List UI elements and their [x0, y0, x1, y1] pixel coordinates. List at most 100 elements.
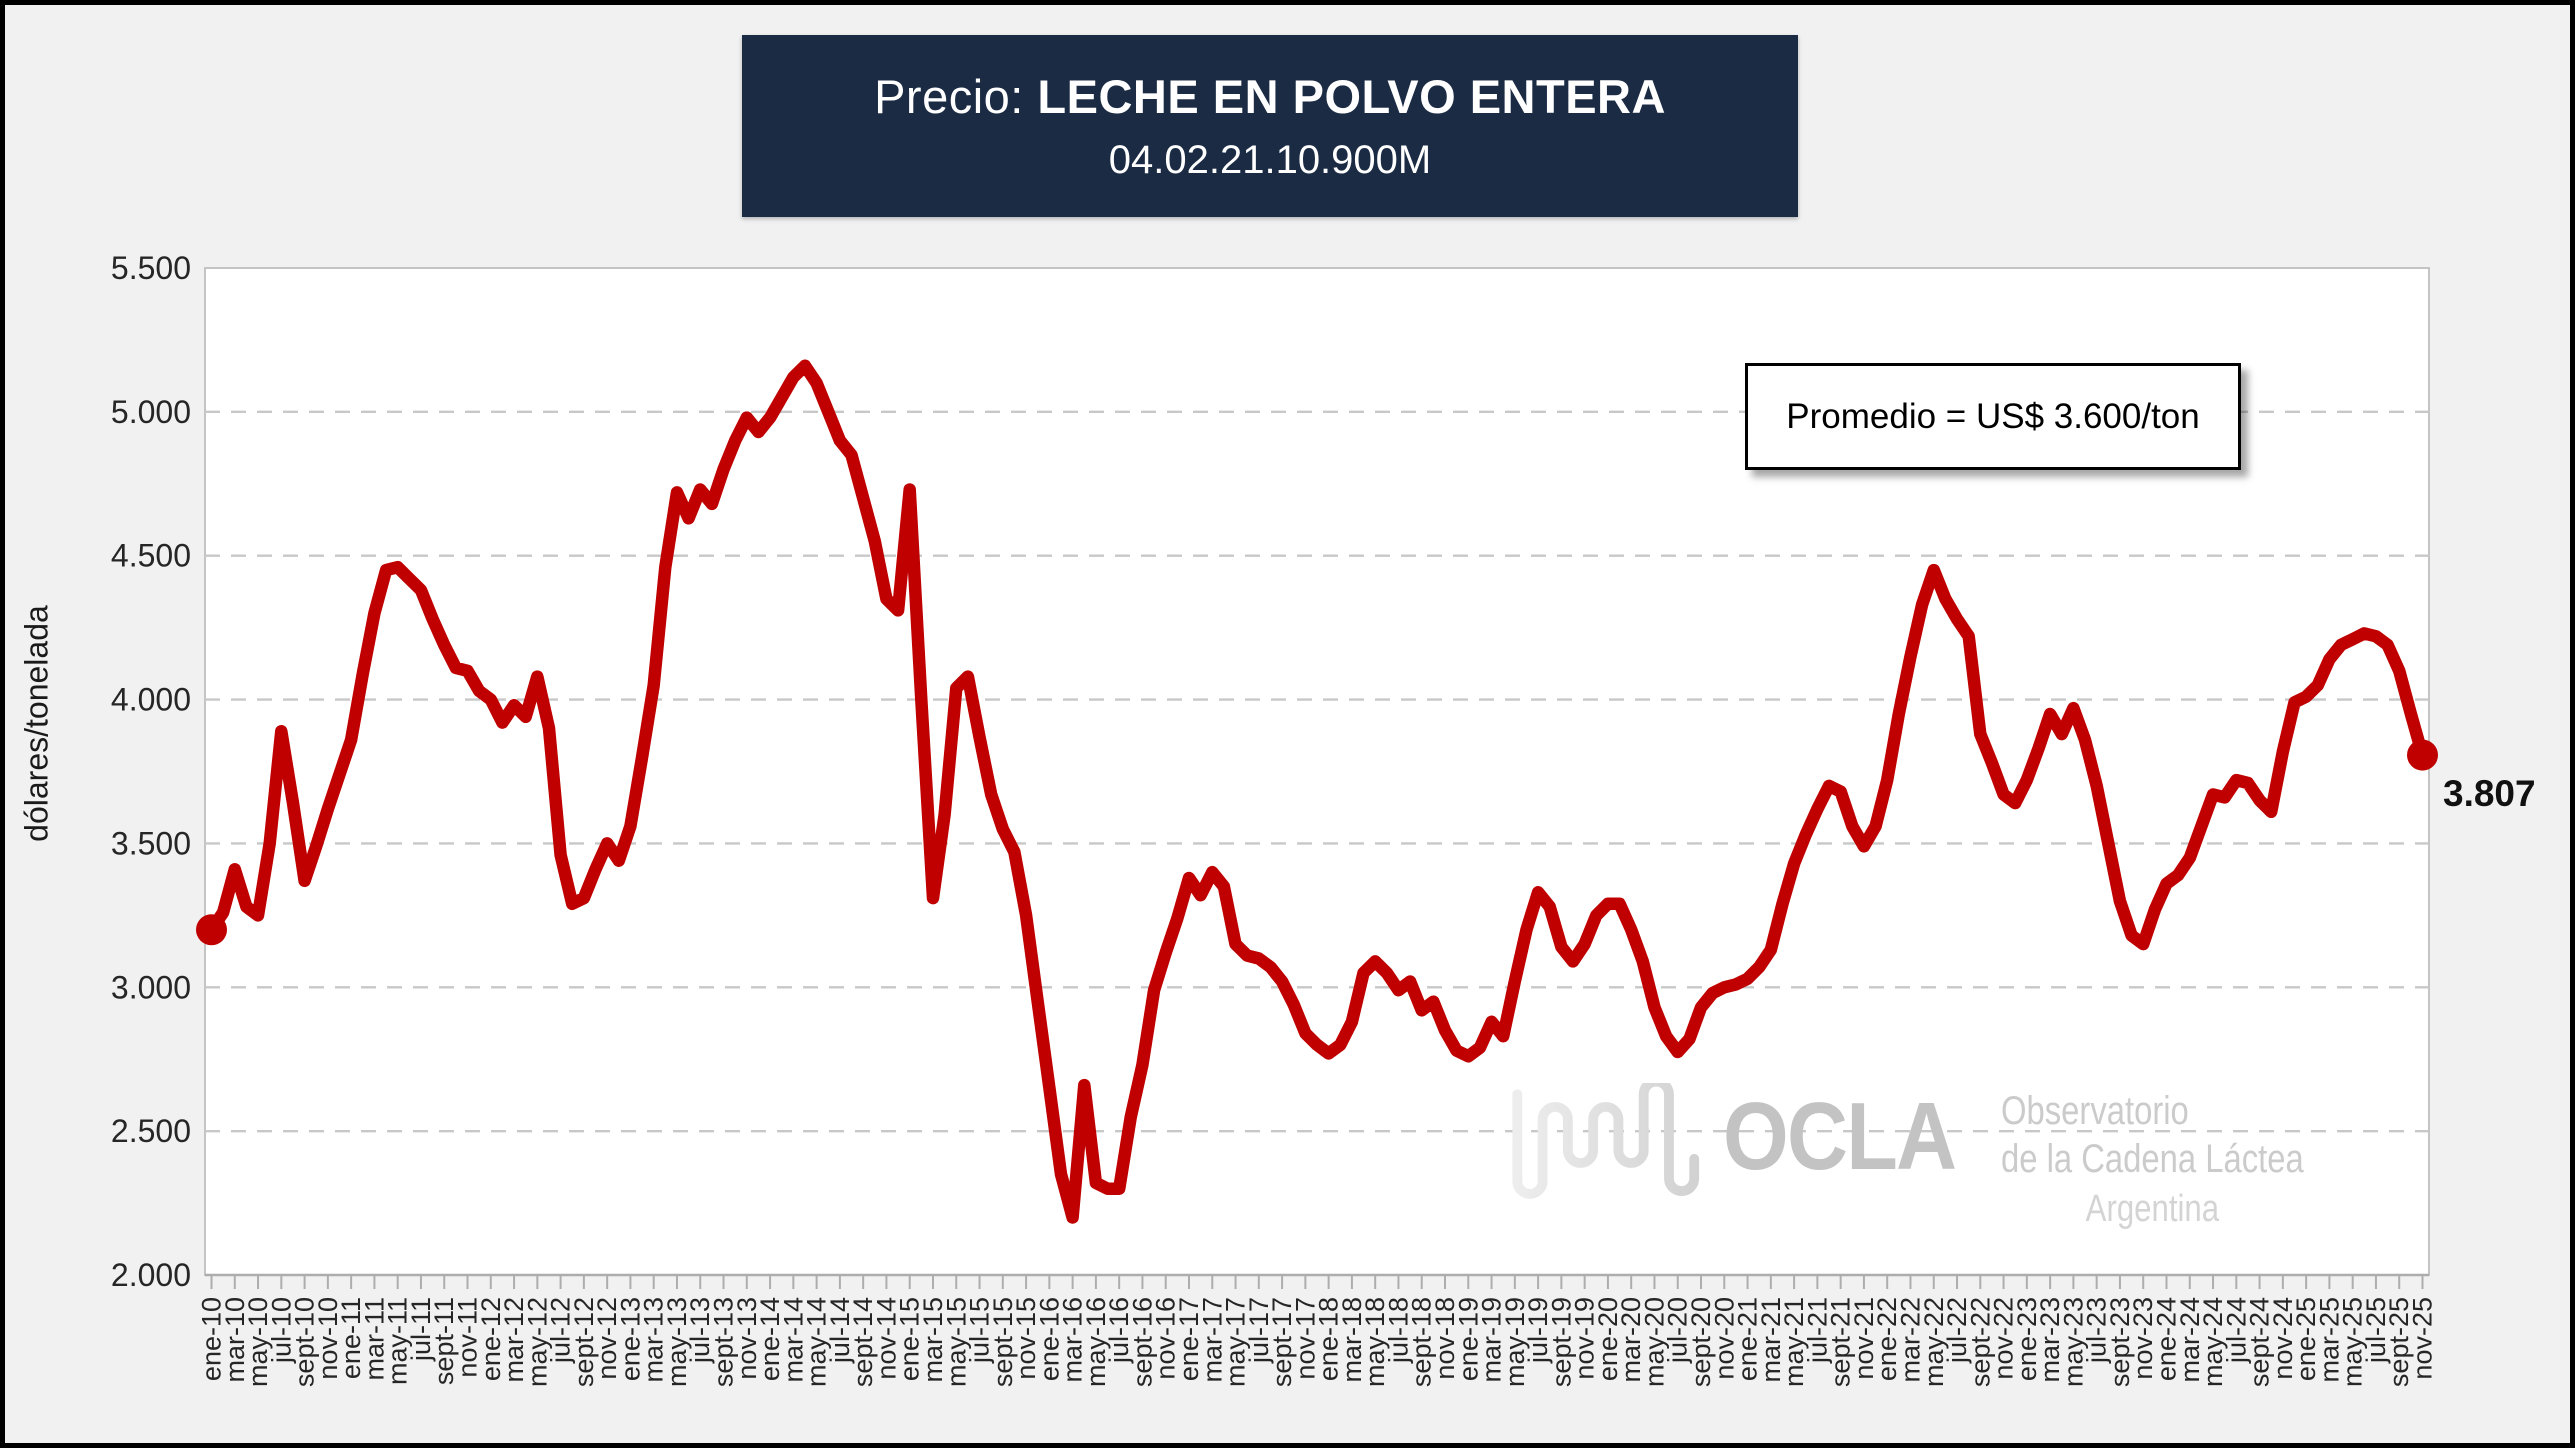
x-tick-label: nov-18: [1430, 1297, 1460, 1380]
chart-title-box: Precio: LECHE EN POLVO ENTERA 04.02.21.1…: [742, 35, 1798, 217]
watermark-line-observatorio: Observatorio: [2000, 1089, 2189, 1133]
x-tick-label: ene-15: [895, 1297, 925, 1381]
x-tick-label: sept-14: [848, 1297, 878, 1387]
x-tick-label: mar-13: [639, 1297, 669, 1383]
chart-subtitle-code: 04.02.21.10.900M: [1108, 138, 1432, 182]
x-tick-label: jul-24: [2221, 1297, 2251, 1364]
x-tick-label: mar-17: [1197, 1297, 1227, 1383]
x-tick-label: nov-15: [1011, 1297, 1041, 1380]
ocla-logo-waveform-icon: [1512, 1083, 1700, 1199]
x-tick-label: sept-12: [569, 1297, 599, 1387]
x-tick-label: ene-19: [1453, 1297, 1483, 1381]
watermark-line-argentina: Argentina: [2085, 1188, 2220, 1230]
price-line-chart: 5.500 5.000 4.500 4.000 3.500 3.000 2.500 2.000…: [111, 250, 2438, 1387]
x-tick-label: ene-21: [1733, 1297, 1763, 1381]
x-tick-label: jul-21: [1802, 1297, 1832, 1364]
y-tick-label: 2.500: [111, 1113, 191, 1149]
x-tick-label: may-21: [1779, 1297, 1809, 1387]
x-tick-label: jul-17: [1244, 1297, 1274, 1364]
x-tick-label: ene-12: [476, 1297, 506, 1381]
x-tick-label: ene-24: [2151, 1297, 2181, 1381]
x-tick-label: may-16: [1081, 1297, 1111, 1387]
x-tick-label: nov-20: [1709, 1297, 1739, 1380]
x-tick-label: mar-22: [1895, 1297, 1925, 1383]
x-tick-label: nov-14: [871, 1297, 901, 1380]
chart-title-main: LECHE EN POLVO ENTERA: [1037, 70, 1666, 123]
x-tick-label: nov-19: [1570, 1297, 1600, 1380]
x-tick-label: jul-15: [965, 1297, 995, 1364]
x-tick-label: ene-25: [2291, 1297, 2321, 1381]
x-tick-label: mar-15: [918, 1297, 948, 1383]
x-tick-label: jul-20: [1663, 1297, 1693, 1364]
x-tick-label: may-22: [1919, 1297, 1949, 1387]
x-tick-label: mar-24: [2175, 1297, 2205, 1383]
price-series-line: [205, 359, 2429, 1224]
x-tick-label: may-24: [2198, 1297, 2228, 1387]
x-tick-label: jul-14: [825, 1297, 855, 1364]
x-tick-label: nov-13: [732, 1297, 762, 1380]
x-tick-label: ene-20: [1593, 1297, 1623, 1381]
x-tick-label: mar-25: [2314, 1297, 2344, 1383]
x-tick-label: may-15: [941, 1297, 971, 1387]
x-tick-label: jul-23: [2082, 1297, 2112, 1364]
x-tick-label: ene-16: [1034, 1297, 1064, 1381]
x-tick-label: ene-13: [615, 1297, 645, 1381]
x-tick-label: jul-18: [1383, 1297, 1413, 1364]
x-tick-label: mar-10: [220, 1297, 250, 1383]
x-tick-label: nov-23: [2128, 1297, 2158, 1380]
y-tick-label: 5.500: [111, 250, 191, 286]
x-tick-label: sept-11: [429, 1297, 459, 1385]
x-tick-label: mar-21: [1756, 1297, 1786, 1383]
x-tick-label: ene-11: [336, 1297, 366, 1379]
ocla-watermark: OCLA Observatorio de la Cadena Láctea Ar…: [1511, 1083, 2370, 1235]
x-tick-label: sept-24: [2245, 1297, 2275, 1387]
x-tick-label: sept-20: [1686, 1297, 1716, 1387]
x-tick-label: ene-14: [755, 1297, 785, 1381]
average-annotation-box: Promedio = US$ 3.600/ton: [1745, 363, 2241, 470]
chart-title: Precio: LECHE EN POLVO ENTERA: [874, 69, 1666, 124]
x-tick-label: may-12: [522, 1297, 552, 1387]
x-tick-label: jul-10: [266, 1297, 296, 1364]
x-tick-label: jul-12: [546, 1297, 576, 1364]
x-tick-label: sept-23: [2105, 1297, 2135, 1387]
x-tick-label: may-23: [2058, 1297, 2088, 1387]
x-tick-label: nov-17: [1290, 1297, 1320, 1380]
x-tick-label: nov-21: [1849, 1297, 1879, 1380]
x-tick-label: nov-11: [453, 1297, 483, 1378]
x-tick-label: sept-21: [1826, 1297, 1856, 1387]
x-tick-label: sept-15: [988, 1297, 1018, 1387]
x-tick-label: jul-25: [2361, 1297, 2391, 1364]
x-tick-label: ene-23: [2012, 1297, 2042, 1381]
x-tick-label: sept-17: [1267, 1297, 1297, 1387]
x-tick-label: sept-16: [1127, 1297, 1157, 1387]
y-tick-label: 3.500: [111, 825, 191, 861]
x-tick-label: sept-10: [290, 1297, 320, 1387]
watermark-line-cadena-lactea: de la Cadena Láctea: [2000, 1137, 2304, 1181]
x-tick-label: mar-19: [1477, 1297, 1507, 1383]
x-tick-label: may-25: [2338, 1297, 2368, 1387]
y-tick-label: 3.000: [111, 969, 191, 1005]
x-tick-label: jul-19: [1523, 1297, 1553, 1364]
x-tick-label: nov-10: [313, 1297, 343, 1380]
x-tick-label: ene-10: [197, 1297, 227, 1381]
x-tick-label: jul-11: [406, 1297, 436, 1362]
x-tick-label: may-18: [1360, 1297, 1390, 1387]
x-tick-label: mar-14: [778, 1297, 808, 1383]
x-tick-label: jul-22: [1942, 1297, 1972, 1364]
x-tick-label: sept-18: [1407, 1297, 1437, 1387]
x-tick-label: may-14: [802, 1297, 832, 1387]
x-tick-label: sept-19: [1546, 1297, 1576, 1387]
x-tick-label: may-13: [662, 1297, 692, 1387]
x-tick-label: mar-23: [2035, 1297, 2065, 1383]
x-tick-label: may-11: [383, 1297, 413, 1385]
x-tick-label: mar-11: [359, 1297, 389, 1381]
x-tick-label: ene-17: [1174, 1297, 1204, 1381]
x-tick-label: jul-13: [685, 1297, 715, 1364]
x-tick-label: sept-25: [2384, 1297, 2414, 1387]
x-tick-label: jul-16: [1104, 1297, 1134, 1364]
last-value-label: 3.807: [2443, 773, 2536, 814]
x-tick-label: may-17: [1221, 1297, 1251, 1387]
x-tick-label: sept-22: [1965, 1297, 1995, 1387]
chart-title-prefix: Precio:: [874, 70, 1024, 123]
